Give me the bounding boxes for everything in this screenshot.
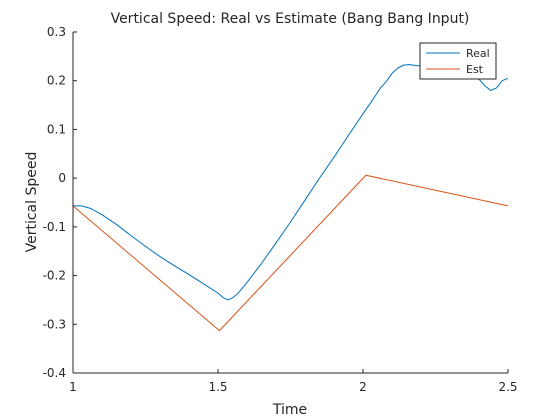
- y-tick-label: -0.4: [43, 366, 66, 380]
- x-tick-label: 2.5: [498, 380, 517, 394]
- x-axis-label: Time: [272, 402, 307, 418]
- legend-label-real: Real: [466, 47, 490, 60]
- series-line-est: [72, 174, 509, 332]
- y-axis-label: Vertical Speed: [24, 152, 40, 253]
- y-tick-label: -0.3: [43, 317, 66, 331]
- tick-marks: [72, 31, 509, 374]
- y-tick-label: 0.2: [47, 74, 66, 88]
- y-tick-label: -0.2: [43, 269, 66, 283]
- x-tick-label: 1.5: [208, 380, 227, 394]
- chart-title: Vertical Speed: Real vs Estimate (Bang B…: [111, 11, 470, 27]
- legend: Real Est: [419, 42, 497, 80]
- y-tick-label: 0.1: [47, 122, 66, 136]
- y-tick-label: 0.3: [47, 25, 66, 39]
- tick-labels: 1 1.5 2 2.5 -0.4 -0.3 -0.2 -0.1 0 0.1 0.2 0.3: [43, 25, 518, 394]
- axes: [72, 32, 508, 374]
- y-tick-label: -0.1: [43, 220, 66, 234]
- legend-box: [419, 42, 497, 80]
- legend-label-est: Est: [466, 63, 484, 76]
- plot-background: [73, 32, 508, 373]
- x-tick-label: 2: [359, 380, 367, 394]
- y-tick-label: 0: [58, 171, 66, 185]
- x-tick-label: 1: [69, 380, 77, 394]
- plot-area: [73, 32, 508, 373]
